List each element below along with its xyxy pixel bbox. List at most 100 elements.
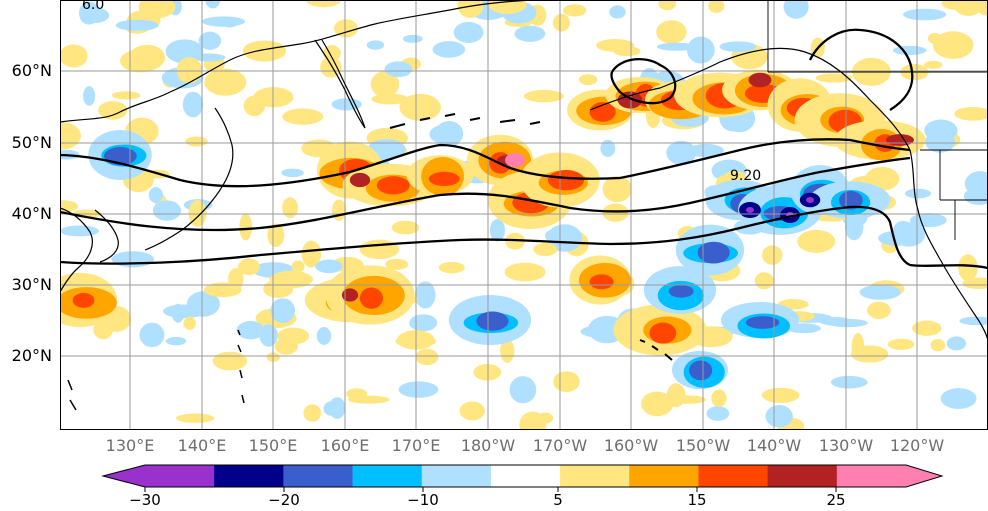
anomaly-patch — [866, 301, 891, 320]
anomaly-patch — [398, 381, 439, 398]
anomaly-patch — [596, 38, 635, 52]
anomaly-patch — [514, 25, 546, 42]
anomaly-patch — [600, 139, 616, 157]
anomaly-patch — [658, 0, 677, 11]
anomaly-patch — [546, 224, 583, 252]
anomaly-patch — [274, 337, 298, 355]
anomaly-patch — [282, 108, 324, 125]
anomaly-patch — [589, 274, 614, 290]
anomaly-patch — [641, 391, 674, 417]
anomaly-patch — [349, 172, 371, 188]
korea-coast — [94, 209, 119, 263]
anomaly-patch — [93, 320, 114, 340]
anomaly-patch — [457, 0, 484, 18]
colorbar-tick-minus30: −30 — [129, 491, 161, 509]
anomaly-patch — [964, 171, 988, 197]
anomaly-patch — [402, 34, 423, 43]
lat-label-50: 50°N — [11, 133, 52, 152]
colorbar-segment — [421, 465, 492, 487]
anomaly-patch — [656, 42, 697, 51]
anomaly-patch — [80, 7, 110, 23]
anomaly-patch — [523, 89, 564, 103]
anomaly-patch — [165, 336, 187, 346]
colorbar-segment — [352, 465, 423, 487]
lon-label-180w: 180°W — [460, 436, 516, 455]
anomaly-patch — [686, 36, 715, 64]
anomaly-patch — [609, 5, 626, 19]
contour-lower — [60, 205, 988, 270]
anomaly-patch — [797, 229, 836, 253]
alaska-coast — [589, 47, 911, 151]
lat-label-40: 40°N — [11, 204, 52, 223]
anomaly-patch — [500, 339, 515, 363]
contour-alaska-loop — [610, 57, 677, 105]
lon-label-160w: 160°W — [603, 436, 659, 455]
anomaly-patch — [139, 322, 165, 348]
anomaly-patch — [562, 4, 587, 17]
anomaly-patch — [323, 401, 339, 416]
colorbar-tick-minus20: −20 — [268, 491, 300, 509]
anomaly-patch — [239, 213, 253, 241]
anomaly-patch — [762, 245, 783, 265]
anomaly-patch — [602, 175, 632, 203]
lon-label-130w: 130°W — [818, 436, 874, 455]
anomaly-patch — [291, 260, 305, 273]
lat-label-60: 60°N — [11, 61, 52, 80]
anomaly-patch — [670, 395, 707, 404]
lon-label-140e: 140°E — [177, 436, 227, 455]
anomaly-patch — [859, 284, 901, 300]
anomaly-patch — [183, 316, 196, 330]
japan-coast — [144, 107, 234, 251]
aleutians — [389, 113, 541, 129]
lat-label-20: 20°N — [11, 346, 52, 365]
colorbar-tick-15: 15 — [687, 491, 707, 509]
anomaly-patch — [946, 336, 967, 351]
anomaly-patch — [815, 73, 853, 83]
anomaly-patch — [958, 254, 978, 282]
anomaly-patch — [162, 304, 206, 319]
anomaly-patch — [903, 8, 947, 21]
anomaly-patch — [830, 375, 868, 389]
contour-label-mid: 9.20 — [730, 168, 762, 184]
anomaly-fill-layer — [60, 0, 988, 430]
colorbar-segment — [836, 465, 907, 487]
anomaly-patch — [649, 322, 677, 344]
anomaly-patch — [924, 60, 943, 69]
anomaly-patch — [533, 242, 558, 257]
colorbar-segment — [767, 465, 838, 487]
anomaly-patch — [305, 0, 341, 8]
anomaly-patch — [838, 191, 863, 210]
anomaly-patch — [806, 197, 814, 203]
colorbar-segment — [214, 465, 284, 487]
anomaly-patch — [391, 220, 420, 235]
anomaly-patch — [697, 241, 730, 264]
anomaly-patch — [60, 225, 99, 237]
anomaly-patch — [221, 17, 238, 28]
anomaly-patch — [242, 40, 287, 62]
anomaly-patch — [459, 401, 485, 421]
anomaly-patch — [281, 168, 304, 178]
colorbar-segment — [145, 465, 215, 487]
anomaly-patch — [504, 262, 546, 282]
anomaly-patch — [689, 360, 713, 381]
anomaly-patch — [432, 41, 466, 58]
anomaly-patch — [761, 387, 800, 403]
lon-label-150e: 150°E — [248, 436, 298, 455]
anomaly-patch — [98, 101, 128, 120]
map-panel: 6.0 9.20 — [60, 0, 988, 430]
colorbar-tick-5: 5 — [553, 491, 563, 509]
colorbar-segment — [560, 465, 630, 487]
anomaly-patch — [925, 130, 956, 153]
anomaly-patch — [267, 223, 285, 247]
anomaly-map — [60, 0, 988, 430]
anomaly-patch — [270, 298, 296, 324]
lon-label-130e: 130°E — [105, 436, 155, 455]
lon-label-160e: 160°E — [320, 436, 370, 455]
anomaly-patch — [238, 258, 260, 276]
colorbar-extend-min — [103, 465, 145, 487]
colorbar-segment — [283, 465, 354, 487]
anomaly-patch — [385, 258, 409, 270]
anomaly-patch — [341, 288, 359, 302]
anomaly-patch — [205, 0, 221, 9]
